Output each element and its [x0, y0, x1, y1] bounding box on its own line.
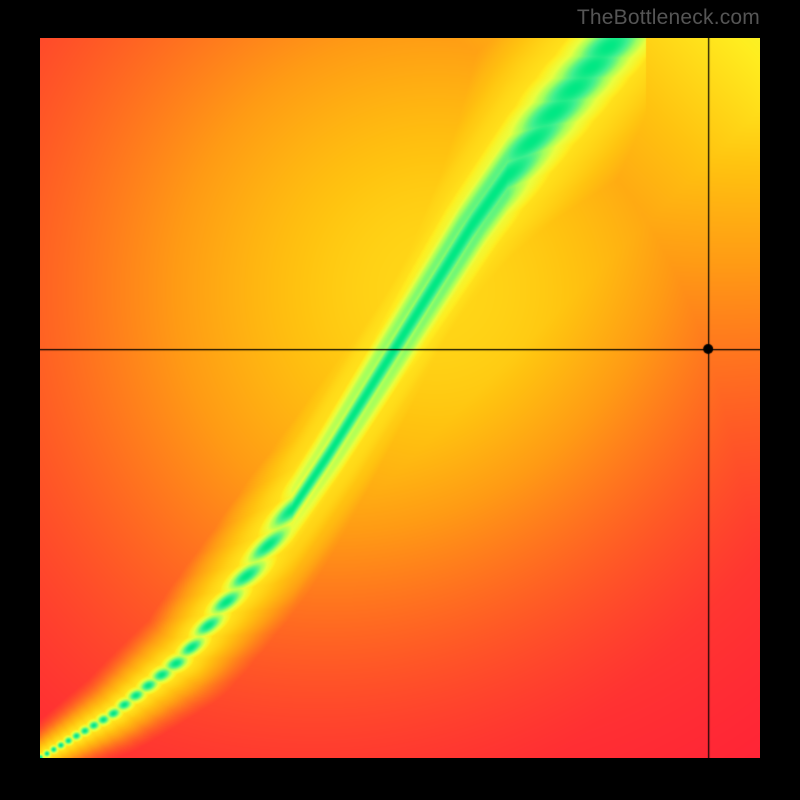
- watermark-text: TheBottleneck.com: [577, 6, 760, 30]
- bottleneck-heatmap: [40, 38, 760, 758]
- chart-container: { "watermark": { "text": "TheBottleneck.…: [0, 0, 800, 800]
